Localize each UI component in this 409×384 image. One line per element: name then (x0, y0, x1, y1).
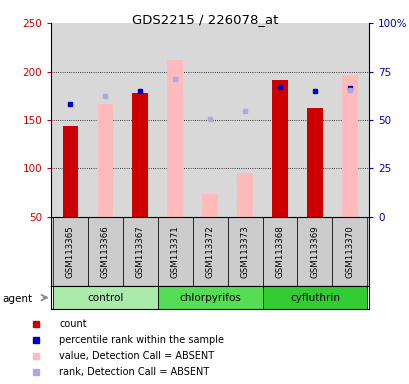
Bar (227, 217, 262, 286)
Bar (53, 217, 88, 286)
Bar (341, 75, 357, 217)
Text: GDS2215 / 226078_at: GDS2215 / 226078_at (131, 13, 278, 26)
Text: control: control (87, 293, 123, 303)
Text: count: count (59, 319, 87, 329)
Text: cyfluthrin: cyfluthrin (289, 293, 339, 303)
Bar (272, 80, 287, 217)
Bar (132, 93, 148, 217)
Bar (157, 217, 192, 286)
Bar (332, 217, 366, 286)
Bar (97, 104, 113, 217)
Bar (157, 286, 262, 309)
Bar (88, 217, 123, 286)
Bar (262, 217, 297, 286)
Bar (167, 60, 182, 217)
Text: GSM113366: GSM113366 (101, 225, 110, 278)
Text: chlorpyrifos: chlorpyrifos (179, 293, 240, 303)
Text: rank, Detection Call = ABSENT: rank, Detection Call = ABSENT (59, 367, 209, 377)
Bar (63, 126, 78, 217)
Text: GSM113371: GSM113371 (170, 225, 179, 278)
Text: GSM113369: GSM113369 (310, 225, 319, 278)
Text: GSM113367: GSM113367 (135, 225, 144, 278)
Text: GSM113368: GSM113368 (275, 225, 284, 278)
Text: GSM113365: GSM113365 (66, 225, 75, 278)
Bar (306, 108, 322, 217)
Text: GSM113370: GSM113370 (344, 225, 353, 278)
Text: value, Detection Call = ABSENT: value, Detection Call = ABSENT (59, 351, 214, 361)
Bar (262, 286, 366, 309)
Text: GSM113373: GSM113373 (240, 225, 249, 278)
Text: agent: agent (2, 294, 32, 304)
Bar (53, 286, 157, 309)
Bar (123, 217, 157, 286)
Text: GSM113372: GSM113372 (205, 225, 214, 278)
Bar (237, 173, 252, 217)
Bar (202, 194, 218, 217)
Bar (192, 217, 227, 286)
Text: percentile rank within the sample: percentile rank within the sample (59, 335, 224, 345)
Bar (297, 217, 332, 286)
